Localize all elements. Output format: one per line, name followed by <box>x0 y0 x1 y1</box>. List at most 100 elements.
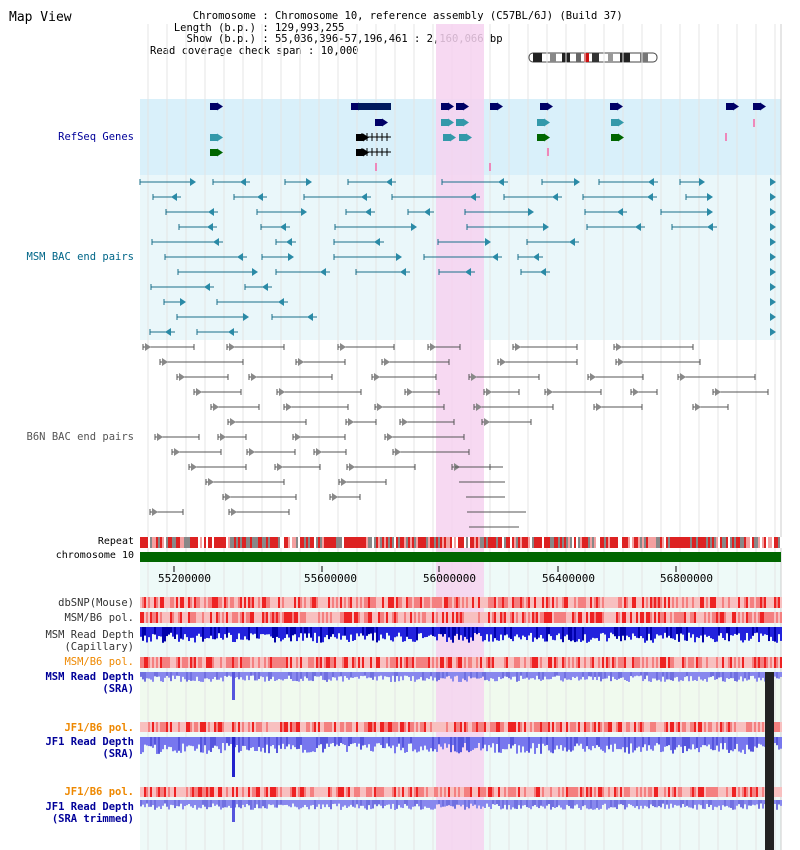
msm-depth-capillary-bar <box>384 627 386 640</box>
msm-depth-sra-bar <box>206 672 208 679</box>
jf1-depth-sra-bar <box>192 737 194 747</box>
msm-b6-pol-strip <box>264 612 266 623</box>
jf1-b6-pol-trimmed-strip <box>238 787 240 797</box>
jf1-depth-sra-bar <box>398 737 400 744</box>
jf1-depth-sra-bar <box>624 737 626 753</box>
chromosome-ideogram[interactable] <box>528 52 660 64</box>
msm-depth-sra-bar <box>496 672 498 682</box>
msm-depth-sra-bar <box>376 672 378 681</box>
jf1-b6-pol-trimmed-strip <box>234 787 236 797</box>
jf1-depth-sra-bar <box>760 737 762 745</box>
jf1-b6-pol-strip <box>216 722 218 732</box>
jf1-b6-pol-strip <box>468 722 470 732</box>
jf1-b6-pol-trimmed-strip <box>204 787 206 797</box>
msm-b6-pol-sra-strip <box>376 657 378 668</box>
msm-depth-capillary-bar <box>150 627 152 642</box>
repeat-segment <box>636 537 638 548</box>
repeat-segment <box>680 537 682 548</box>
b6n-bac-arrow <box>407 388 413 396</box>
msm-depth-sra-bar <box>616 672 618 681</box>
jf1-b6-pol-trimmed-strip <box>282 787 284 797</box>
b6n-bac-arrow <box>295 433 301 441</box>
jf1-depth-sra-bar <box>612 737 614 752</box>
jf1-depth-sra-bar <box>372 737 374 752</box>
msm-depth-capillary-bar <box>544 627 546 642</box>
dbsnp-strip <box>640 597 642 608</box>
jf1-depth-trimmed-bar <box>302 800 304 808</box>
msm-depth-capillary-bar <box>302 627 304 641</box>
msm-b6-pol-sra-strip <box>582 657 584 668</box>
msm-b6-pol-strip <box>660 612 662 623</box>
msm-b6-pol-sra-strip <box>276 657 278 668</box>
msm-b6-pol-sra-strip <box>436 657 438 668</box>
msm-depth-capillary-bar <box>600 627 602 634</box>
msm-b6-pol-strip <box>332 612 334 623</box>
jf1-depth-sra-bar <box>182 737 184 744</box>
jf1-b6-pol-strip <box>628 722 630 732</box>
msm-depth-capillary-bar <box>688 627 690 633</box>
dbsnp-strip <box>452 597 454 608</box>
jf1-b6-pol-trimmed-strip <box>646 787 648 797</box>
jf1-b6-pol-trimmed-strip <box>730 787 732 797</box>
jf1-depth-sra-bar <box>664 737 666 747</box>
jf1-b6-pol-trimmed-strip <box>342 787 344 797</box>
msm-depth-sra-bar <box>156 672 158 677</box>
b6n-bac-arrow <box>349 463 355 471</box>
msm-b6-pol-sra-strip <box>676 657 678 668</box>
b6n-bac-arrow <box>476 403 482 411</box>
jf1-depth-sra-bar <box>224 737 226 751</box>
dbsnp-strip <box>350 597 352 608</box>
jf1-b6-pol-trimmed-strip <box>632 787 634 797</box>
msm-depth-sra-bar <box>556 672 558 676</box>
jf1-b6-pol-strip <box>390 722 392 732</box>
repeat-segment <box>400 537 402 548</box>
dbsnp-strip <box>402 597 404 608</box>
dbsnp-strip <box>658 597 660 608</box>
msm-depth-capillary-bar <box>516 627 518 635</box>
msm-depth-capillary-bar <box>518 627 520 638</box>
msm-b6-pol-sra-strip <box>722 657 724 668</box>
jf1-depth-trimmed-bar <box>584 800 586 806</box>
msm-b6-pol-strip <box>362 612 364 623</box>
gap-bar <box>765 672 774 850</box>
msm-b6-pol-sra-strip <box>424 657 426 668</box>
msm-bac-arrow <box>648 178 654 186</box>
jf1-depth-sra-bar <box>260 737 262 752</box>
msm-depth-sra-bar <box>540 672 542 681</box>
msm-b6-pol-sra-strip <box>760 657 762 668</box>
msm-depth-capillary-bar <box>330 627 332 637</box>
msm-b6-pol-strip <box>318 612 320 623</box>
dbsnp-strip <box>190 597 192 608</box>
msm-depth-sra-bar <box>352 672 354 678</box>
dbsnp-strip <box>362 597 364 608</box>
jf1-b6-pol-trimmed-strip <box>146 787 148 797</box>
jf1-b6-pol-trimmed-strip <box>386 787 388 797</box>
jf1-b6-pol-strip <box>740 722 742 732</box>
msm-b6-pol-strip <box>576 612 578 623</box>
msm-b6-pol-sra-strip <box>652 657 654 668</box>
msm-depth-sra-bar <box>650 672 652 682</box>
jf1-b6-pol-trimmed-strip <box>522 787 524 797</box>
jf1-depth-sra-bar <box>594 737 596 749</box>
msm-depth-sra-bar <box>412 672 414 677</box>
msm-depth-capillary-bar <box>156 627 158 640</box>
msm-depth-capillary-bar <box>142 627 144 641</box>
jf1-depth-trimmed-bar <box>656 800 658 808</box>
msm-depth-sra-bar <box>428 672 430 680</box>
msm-b6-pol-strip <box>750 612 752 623</box>
dbsnp-strip <box>304 597 306 608</box>
jf1-b6-pol-strip <box>314 722 316 732</box>
jf1-b6-pol-trimmed-strip <box>744 787 746 797</box>
jf1-depth-sra-bar <box>584 737 586 752</box>
msm-b6-pol-sra-strip <box>344 657 346 668</box>
dbsnp-strip <box>608 597 610 608</box>
dbsnp-strip <box>404 597 406 608</box>
jf1-depth-sra-bar <box>400 737 402 751</box>
dbsnp-strip <box>246 597 248 608</box>
msm-b6-pol-sra-strip <box>406 657 408 668</box>
jf1-b6-pol-strip <box>418 722 420 732</box>
msm-b6-pol-strip <box>708 612 710 623</box>
jf1-depth-trimmed-bar <box>568 800 570 807</box>
msm-b6-pol-sra-strip <box>240 657 242 668</box>
